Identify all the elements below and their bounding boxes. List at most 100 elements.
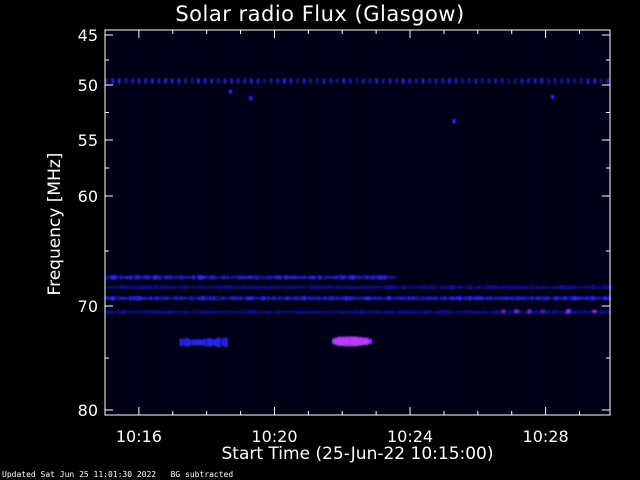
heat-cell bbox=[507, 296, 510, 300]
heat-cell bbox=[312, 285, 315, 290]
heat-cell bbox=[263, 78, 266, 84]
heat-cell bbox=[527, 78, 530, 84]
heat-cell bbox=[573, 78, 576, 84]
heat-cell bbox=[309, 78, 312, 84]
heat-cell bbox=[243, 296, 246, 300]
heat-cell bbox=[396, 285, 398, 289]
heat-cell bbox=[423, 296, 426, 301]
heat-cell bbox=[387, 275, 390, 280]
background-striation bbox=[317, 32, 318, 413]
heat-cell bbox=[171, 310, 175, 315]
heat-cell bbox=[291, 310, 295, 314]
heat-cell bbox=[246, 296, 250, 301]
heat-cell bbox=[222, 275, 225, 280]
heat-cell bbox=[183, 276, 186, 279]
heat-cell bbox=[330, 296, 334, 301]
heat-cell bbox=[520, 78, 524, 84]
heat-cell bbox=[546, 285, 549, 289]
heat-cell bbox=[198, 296, 201, 300]
heat-cell bbox=[270, 275, 273, 280]
heat-cell bbox=[282, 275, 286, 279]
heat-cell bbox=[231, 296, 235, 301]
heat-cell bbox=[180, 296, 183, 301]
heat-cell bbox=[428, 78, 431, 84]
background-striation bbox=[308, 32, 309, 413]
heat-cell bbox=[228, 310, 231, 314]
heat-cell bbox=[594, 285, 596, 290]
background-striation bbox=[266, 32, 267, 413]
heat-cell bbox=[165, 275, 168, 279]
heat-cell bbox=[329, 78, 332, 84]
y-tick-label: 70 bbox=[78, 297, 98, 316]
heat-cell bbox=[135, 285, 138, 290]
background-striation bbox=[176, 32, 177, 413]
heat-cell bbox=[309, 296, 313, 301]
heat-cell bbox=[567, 78, 570, 84]
heat-cell bbox=[255, 285, 259, 289]
background-striation bbox=[491, 32, 492, 413]
heat-cell bbox=[471, 310, 475, 314]
heat-cell bbox=[483, 296, 487, 300]
heat-cell bbox=[336, 296, 339, 300]
heat-cell bbox=[285, 285, 289, 290]
heat-cell bbox=[240, 296, 243, 301]
heat-cell bbox=[489, 310, 492, 314]
heat-cell bbox=[124, 78, 128, 84]
heat-cell bbox=[255, 275, 258, 280]
heat-cell bbox=[540, 78, 543, 84]
heat-cell bbox=[164, 78, 167, 84]
heat-cell bbox=[123, 285, 126, 289]
heat-cell bbox=[357, 275, 360, 280]
heat-cell bbox=[294, 310, 298, 314]
background-striation bbox=[170, 32, 171, 413]
background-striation bbox=[302, 32, 303, 413]
heat-cell bbox=[138, 296, 142, 301]
heat-cell bbox=[129, 285, 132, 290]
heat-cell bbox=[333, 285, 336, 289]
heat-cell bbox=[258, 297, 260, 300]
heat-cell bbox=[447, 297, 450, 300]
heat-cell bbox=[354, 310, 357, 315]
background-striation bbox=[230, 32, 231, 413]
heat-cell bbox=[585, 310, 589, 314]
heat-cell bbox=[399, 296, 403, 300]
heat-cell bbox=[157, 78, 161, 84]
heat-cell bbox=[234, 310, 237, 314]
heat-cell bbox=[312, 296, 315, 301]
background-striation bbox=[551, 32, 552, 413]
background-striation bbox=[239, 32, 240, 413]
background-striation bbox=[350, 32, 351, 413]
heat-cell bbox=[579, 296, 583, 300]
heat-cell bbox=[402, 310, 406, 315]
heat-cell bbox=[153, 285, 157, 290]
heat-cell bbox=[492, 296, 496, 300]
heat-cell bbox=[144, 296, 147, 300]
heatmap-layer bbox=[105, 32, 613, 413]
heat-cell bbox=[516, 296, 520, 301]
background-striation bbox=[194, 32, 195, 413]
heat-cell bbox=[582, 296, 586, 300]
heat-blip bbox=[452, 119, 456, 124]
background-striation bbox=[509, 32, 510, 413]
heat-cell bbox=[198, 310, 201, 315]
heat-cell bbox=[600, 285, 604, 290]
heat-cell bbox=[603, 310, 606, 315]
heat-cell bbox=[345, 285, 348, 290]
heat-cell bbox=[123, 297, 127, 300]
heat-cell bbox=[192, 310, 195, 315]
background-striation bbox=[116, 32, 117, 413]
heat-cell bbox=[261, 275, 264, 280]
heat-cell bbox=[144, 310, 147, 315]
heat-cell bbox=[300, 285, 304, 289]
y-tick-label: 80 bbox=[78, 401, 98, 420]
heat-cell bbox=[150, 286, 152, 289]
heat-cell bbox=[288, 285, 291, 289]
heat-blip bbox=[228, 89, 232, 94]
heat-cell bbox=[570, 285, 573, 290]
heat-cell bbox=[492, 310, 495, 315]
background-striation bbox=[152, 32, 153, 413]
heat-cell bbox=[348, 275, 351, 280]
heat-cell bbox=[156, 275, 159, 280]
heat-cell bbox=[393, 285, 396, 289]
heat-cell bbox=[212, 339, 217, 346]
